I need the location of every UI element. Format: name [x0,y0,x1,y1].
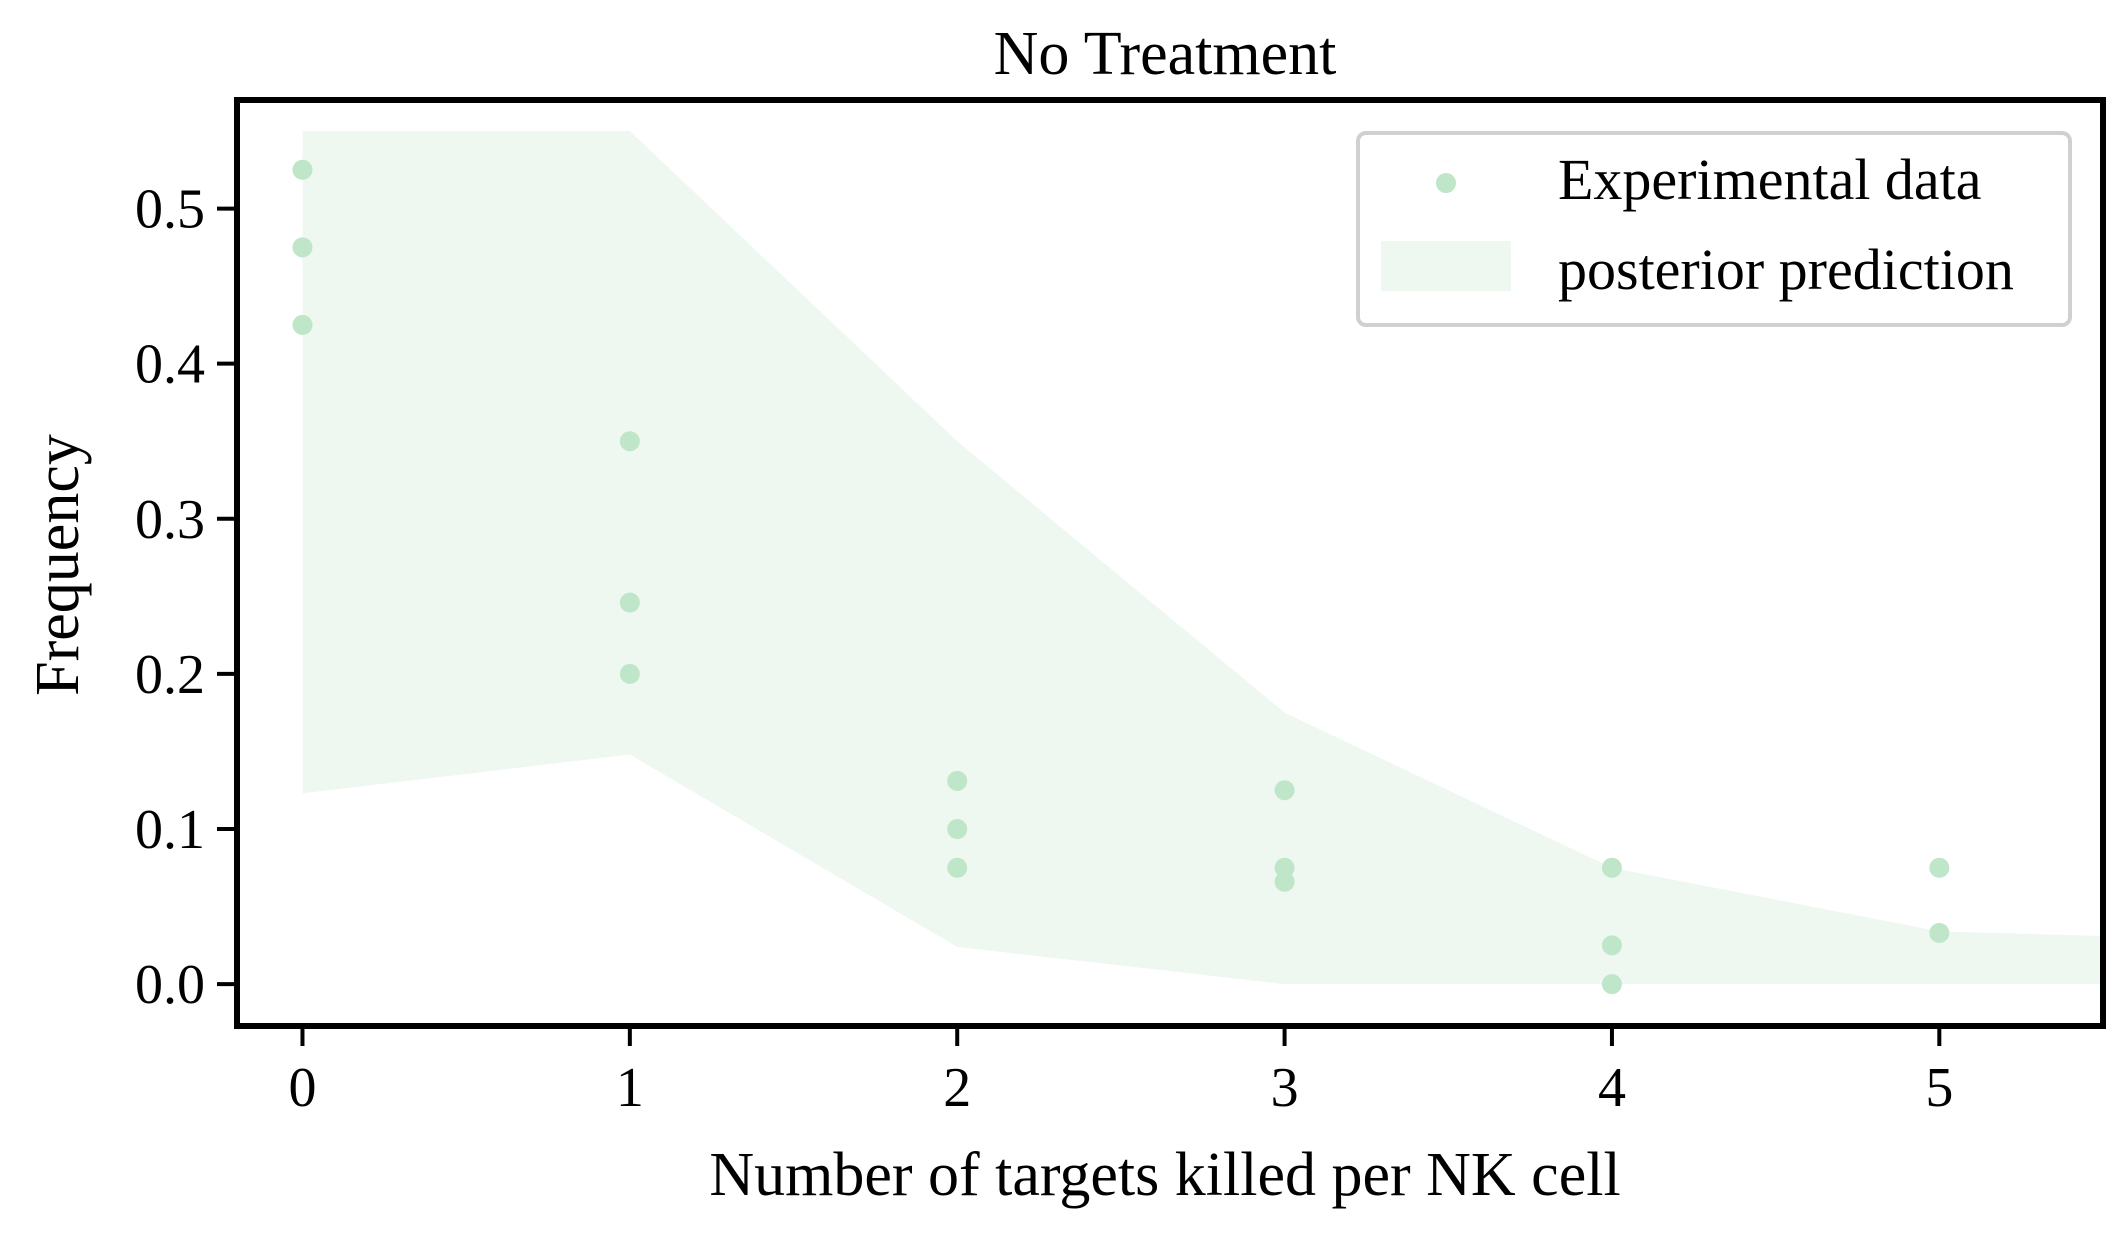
y-axis-label: Frequency [24,434,92,696]
plot-area [292,131,2103,995]
legend: Experimental data posterior prediction [1356,131,2072,327]
y-tick-label: 0.2 [135,644,205,706]
data-point [1601,935,1622,956]
data-point [1929,857,1950,878]
y-tick-label: 0.3 [135,489,205,551]
data-point [1601,857,1622,878]
posterior-band-layer [302,131,2103,985]
legend-marker-experimental [1436,173,1456,193]
data-point [1274,780,1295,801]
x-tick-label: 5 [1925,1057,1953,1119]
chart-title: No Treatment [994,20,1337,88]
data-point [619,431,640,452]
legend-label-experimental: Experimental data [1558,147,1982,212]
data-point [1601,974,1622,995]
x-axis-label: Number of targets killed per NK cell [709,1141,1620,1209]
x-axis-ticks: 0 1 2 3 4 5 [288,1026,1953,1119]
x-tick-label: 1 [616,1057,644,1119]
data-point [619,663,640,684]
axes-frame [234,97,2106,1029]
x-tick-label: 4 [1598,1057,1626,1119]
x-tick-label: 3 [1271,1057,1299,1119]
data-point [947,770,968,791]
data-point [1274,871,1295,892]
data-point [947,819,968,840]
legend-label-posterior: posterior prediction [1558,237,2014,302]
legend-swatch-posterior [1381,241,1511,291]
posterior-band [302,131,2103,985]
y-tick-label: 0.5 [135,179,205,241]
x-tick-label: 0 [288,1057,316,1119]
y-axis-ticks: 0.0 0.1 0.2 0.3 0.4 0.5 [135,179,237,1016]
data-point [292,159,313,180]
x-tick-label: 2 [943,1057,971,1119]
y-tick-label: 0.4 [135,334,205,396]
data-point [1929,922,1950,943]
data-point [619,592,640,613]
y-tick-label: 0.0 [135,954,205,1016]
y-tick-label: 0.1 [135,799,205,861]
data-points-layer [292,159,1950,995]
data-point [292,314,313,335]
data-point [1274,857,1295,878]
data-point [292,237,313,258]
legend-box [1356,131,2072,327]
data-point [947,857,968,878]
